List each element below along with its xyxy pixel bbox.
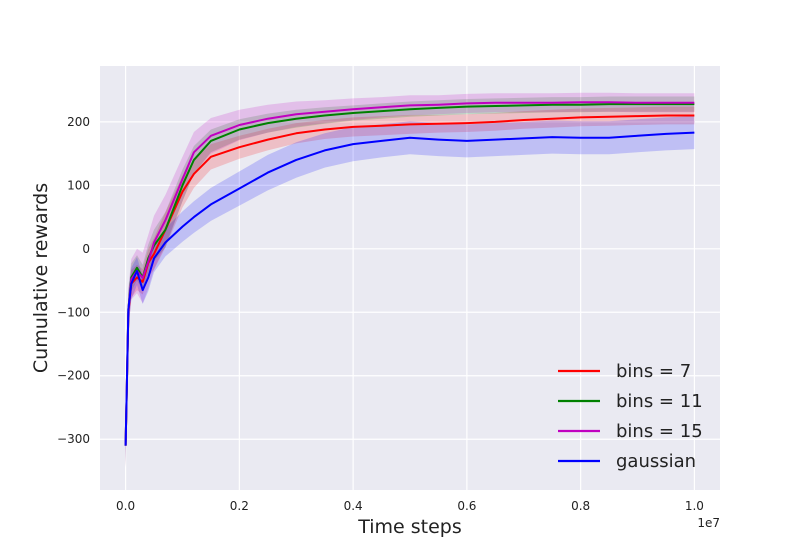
x-tick-label: 0.2 [230, 499, 249, 513]
series-line-2 [124, 101, 695, 446]
legend: bins = 7 bins = 11 bins = 15 gaussian [558, 361, 703, 472]
legend-label: bins = 15 [616, 421, 703, 442]
x-tick-label: 0.8 [571, 499, 590, 513]
x-tick-labels: 0.0 0.2 0.4 0.6 0.8 1.0 [116, 499, 704, 513]
x-axis-title: Time steps [357, 516, 462, 538]
x-multiplier-label: 1e7 [697, 516, 720, 530]
grid [100, 66, 720, 490]
y-tick-label: 0 [82, 242, 90, 256]
y-tick-label: −100 [57, 305, 90, 319]
legend-label: bins = 11 [616, 391, 703, 412]
y-tick-label: −300 [57, 432, 90, 446]
band-3 [125, 116, 695, 468]
series-lines [124, 101, 695, 446]
x-tick-label: 0.4 [344, 499, 363, 513]
confidence-bands [125, 92, 695, 468]
x-tick-label: 1.0 [685, 499, 704, 513]
y-tick-label: 200 [67, 115, 90, 129]
legend-label: bins = 7 [616, 361, 691, 382]
y-axis-title: Cumulative rewards [30, 183, 52, 373]
x-tick-label: 0.0 [116, 499, 135, 513]
x-tick-label: 0.6 [457, 499, 476, 513]
y-tick-label: 100 [67, 178, 90, 192]
y-tick-labels: −300 −200 −100 0 100 200 [57, 115, 90, 446]
series-line-3 [124, 131, 695, 446]
legend-label: gaussian [616, 451, 696, 472]
y-tick-label: −200 [57, 369, 90, 383]
